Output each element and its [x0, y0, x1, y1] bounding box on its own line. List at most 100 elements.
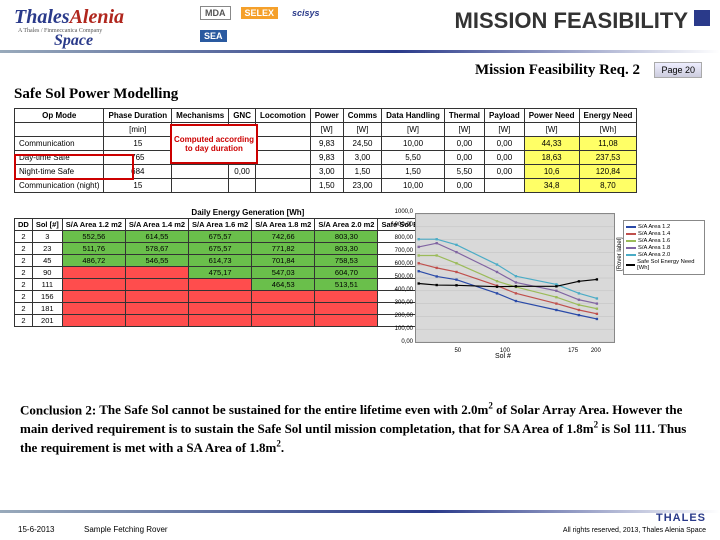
col-header: S/A Area 1.8 m2	[252, 219, 315, 231]
table-cell: 2	[15, 315, 33, 327]
col-header: S/A Area 1.2 m2	[62, 219, 125, 231]
table-cell	[485, 179, 525, 193]
table-cell: Communication (night)	[15, 179, 104, 193]
table-cell: 675,57	[189, 243, 252, 255]
col-unit: [W]	[310, 123, 343, 137]
col-unit: [W]	[524, 123, 579, 137]
table-cell: 675,57	[189, 231, 252, 243]
table-cell: 2	[15, 243, 33, 255]
col-unit: [W]	[343, 123, 381, 137]
table-cell	[62, 267, 125, 279]
table-cell: 23,00	[343, 179, 381, 193]
table-cell: 803,30	[315, 231, 378, 243]
col-header: Data Handling	[382, 109, 445, 123]
table-cell	[62, 315, 125, 327]
table-cell: 464,53	[252, 279, 315, 291]
legend-item: S/A Area 1.8	[626, 245, 702, 251]
table-cell: 803,30	[315, 243, 378, 255]
table-cell: 45	[32, 255, 62, 267]
logo-thales-alenia: ThalesAlenia A Thales / Finmeccanica Com…	[14, 6, 124, 50]
table-cell: 547,03	[252, 267, 315, 279]
table-cell: Day-time Safe	[15, 151, 104, 165]
table-cell: 1,50	[310, 179, 343, 193]
table-cell	[125, 315, 188, 327]
ytick: 1000,0	[385, 209, 413, 215]
footer-logo: THALES	[656, 512, 706, 524]
table-cell: 771,82	[252, 243, 315, 255]
logo-text-2: Alenia	[70, 6, 124, 28]
table-cell	[315, 291, 378, 303]
footer: 15-6-2013 Sample Fetching Rover THALES A…	[0, 510, 720, 540]
table-cell: Communication	[15, 137, 104, 151]
table-cell	[125, 291, 188, 303]
col-header: Mechanisms	[172, 109, 229, 123]
ytick: 600,00	[385, 261, 413, 267]
chart-legend: S/A Area 1.2S/A Area 1.4S/A Area 1.6S/A …	[623, 220, 705, 275]
footer-rights: All rights reserved, 2013, Thales Alenia…	[563, 527, 706, 534]
table-cell: 11,08	[579, 137, 637, 151]
table-cell: 201	[32, 315, 62, 327]
table-cell: 5,50	[444, 165, 484, 179]
table-cell: 2	[15, 267, 33, 279]
header: ThalesAlenia A Thales / Finmeccanica Com…	[0, 0, 720, 62]
footer-date: 15-6-2013	[18, 525, 54, 534]
ytick: 700,00	[385, 248, 413, 254]
table-cell: 2	[15, 231, 33, 243]
table-cell: 5,50	[382, 151, 445, 165]
table-cell: 2	[15, 255, 33, 267]
table-cell: 9,83	[310, 151, 343, 165]
col-header: Power Need	[524, 109, 579, 123]
table-cell: 0,00	[485, 137, 525, 151]
table-cell: 10,6	[524, 165, 579, 179]
table-cell: 546,55	[125, 255, 188, 267]
logo-space: Space	[54, 32, 124, 50]
chart-xlabel: Sol #	[495, 353, 511, 360]
ytick: 900,00	[385, 222, 413, 228]
table-cell: 0,00	[444, 137, 484, 151]
col-header: Sol [#]	[32, 219, 62, 231]
table-cell	[255, 137, 310, 151]
table-cell	[125, 279, 188, 291]
col-header: Payload	[485, 109, 525, 123]
table-cell: 3,00	[343, 151, 381, 165]
table-cell: 181	[32, 303, 62, 315]
table-cell	[252, 315, 315, 327]
subtitle: Mission Feasibility Req. 2	[475, 62, 640, 79]
table-cell: 44,33	[524, 137, 579, 151]
legend-item: S/A Area 2.0	[626, 252, 702, 258]
conclusion-label: Conclusion 2:	[20, 402, 99, 417]
partner-scisys: scisys	[288, 7, 324, 19]
legend-item: S/A Area 1.4	[626, 231, 702, 237]
partner-logos: MDA SELEX scisys SEA	[200, 6, 350, 42]
table-cell	[189, 315, 252, 327]
ytick: 100,00	[385, 326, 413, 332]
footer-rule	[0, 510, 720, 513]
table-cell: 552,56	[62, 231, 125, 243]
table-cell: 701,84	[252, 255, 315, 267]
col-header: Energy Need	[579, 109, 637, 123]
table-cell	[229, 179, 256, 193]
table-cell: 3,00	[310, 165, 343, 179]
table-cell: 111	[32, 279, 62, 291]
section-heading: Safe Sol Power Modelling	[14, 86, 178, 103]
page-number: Page 20	[654, 62, 702, 78]
xtick: 50	[454, 348, 461, 354]
col-header: DD	[15, 219, 33, 231]
table-cell: 90	[32, 267, 62, 279]
table-cell: 0,00	[485, 151, 525, 165]
conclusion: Conclusion 2: The Safe Sol cannot be sus…	[20, 400, 700, 457]
table-cell	[125, 303, 188, 315]
table-cell: 486,72	[62, 255, 125, 267]
table-cell	[189, 303, 252, 315]
table-cell: 120,84	[579, 165, 637, 179]
col-header: Phase Duration	[104, 109, 172, 123]
legend-item: S/A Area 1.2	[626, 224, 702, 230]
slide: ThalesAlenia A Thales / Finmeccanica Com…	[0, 0, 720, 540]
table-cell: 765	[104, 151, 172, 165]
table-cell: 1,50	[343, 165, 381, 179]
table-cell: Night-time Safe	[15, 165, 104, 179]
partner-mda: MDA	[200, 6, 231, 20]
table-cell	[172, 179, 229, 193]
col-unit: [min]	[104, 123, 172, 137]
title-accent-icon	[694, 10, 710, 26]
